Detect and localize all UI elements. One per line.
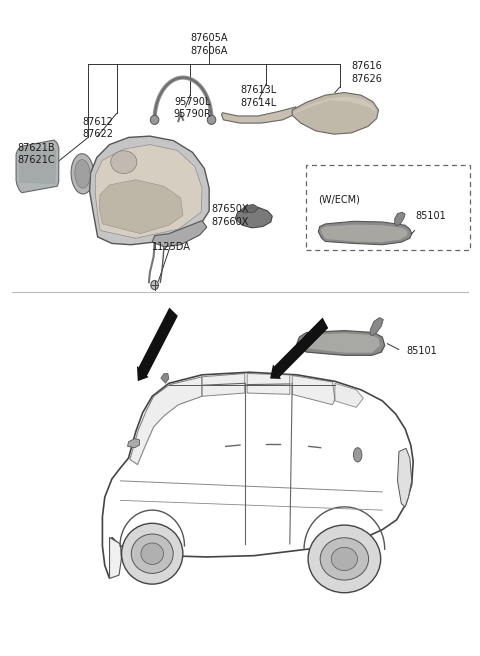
Polygon shape <box>128 439 139 447</box>
Ellipse shape <box>207 115 216 125</box>
Text: 85101: 85101 <box>406 346 437 356</box>
Text: (W/ECM): (W/ECM) <box>318 195 360 205</box>
Polygon shape <box>109 537 121 579</box>
Polygon shape <box>292 375 335 405</box>
Polygon shape <box>90 136 209 245</box>
Text: 85101: 85101 <box>416 211 446 221</box>
Polygon shape <box>397 448 412 507</box>
Ellipse shape <box>308 525 381 593</box>
Ellipse shape <box>111 151 137 174</box>
Polygon shape <box>370 318 384 336</box>
Polygon shape <box>294 96 377 113</box>
Polygon shape <box>102 372 413 579</box>
Bar <box>306 165 470 250</box>
Text: 1125DA: 1125DA <box>152 242 191 252</box>
Ellipse shape <box>151 281 158 289</box>
Ellipse shape <box>121 523 183 584</box>
Ellipse shape <box>131 534 173 573</box>
Polygon shape <box>321 224 408 242</box>
Polygon shape <box>318 221 412 245</box>
Polygon shape <box>221 107 297 123</box>
Ellipse shape <box>141 543 164 564</box>
Text: 87650X
87660X: 87650X 87660X <box>212 205 249 227</box>
Polygon shape <box>130 377 202 464</box>
Polygon shape <box>152 220 207 247</box>
Text: 87612
87622: 87612 87622 <box>82 117 113 139</box>
Polygon shape <box>292 92 379 134</box>
Polygon shape <box>16 140 59 193</box>
Polygon shape <box>240 205 259 213</box>
FancyArrow shape <box>137 308 178 381</box>
Polygon shape <box>297 331 384 356</box>
Ellipse shape <box>75 159 90 188</box>
Ellipse shape <box>150 115 159 125</box>
Polygon shape <box>99 180 183 234</box>
Polygon shape <box>235 208 272 228</box>
Ellipse shape <box>71 154 94 194</box>
Ellipse shape <box>353 447 362 462</box>
Polygon shape <box>300 333 380 353</box>
Text: 95790L
95790R: 95790L 95790R <box>174 97 211 119</box>
Ellipse shape <box>331 547 358 571</box>
Polygon shape <box>96 144 202 238</box>
Text: 87621B
87621C: 87621B 87621C <box>17 142 55 165</box>
FancyArrow shape <box>270 318 328 379</box>
Polygon shape <box>247 373 290 394</box>
Polygon shape <box>335 383 363 407</box>
Polygon shape <box>161 373 169 383</box>
Text: 87613L
87614L: 87613L 87614L <box>241 85 277 108</box>
Text: 87616
87626: 87616 87626 <box>351 61 383 84</box>
Polygon shape <box>395 213 405 226</box>
Ellipse shape <box>320 538 369 580</box>
Polygon shape <box>20 148 56 184</box>
Text: 87605A
87606A: 87605A 87606A <box>191 33 228 56</box>
Polygon shape <box>202 373 245 396</box>
